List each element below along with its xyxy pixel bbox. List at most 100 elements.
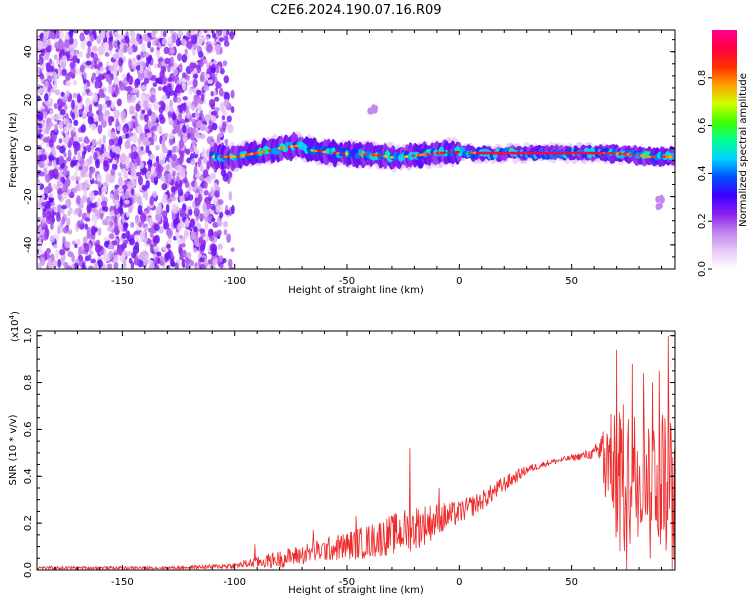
signal-peak	[439, 151, 444, 155]
noise-speckle	[48, 154, 55, 161]
noise-speckle	[134, 40, 139, 47]
noise-speckle	[196, 120, 203, 129]
noise-speckle	[184, 48, 188, 55]
noise-speckle	[37, 40, 44, 47]
noise-speckle	[150, 113, 157, 122]
noise-speckle	[189, 62, 195, 72]
noise-speckle	[45, 247, 52, 255]
noise-speckle	[222, 221, 229, 228]
noise-speckle	[95, 243, 101, 254]
figure-title: C2E6.2024.190.07.16.R09	[270, 3, 441, 18]
noise-speckle	[71, 240, 76, 245]
noise-speckle	[214, 190, 220, 198]
noise-speckle	[149, 91, 156, 97]
noise-speckle	[215, 68, 220, 74]
snr-panel: -150 -100 -50 0 50 0.0 0.2 0.4 0.6 0.8 1.0 Height…	[8, 311, 676, 596]
noise-speckle	[129, 105, 136, 115]
signal-peak	[618, 152, 622, 156]
noise-speckle	[228, 266, 235, 269]
noise-speckle	[72, 80, 78, 86]
noise-speckle	[175, 262, 179, 269]
noise-speckle	[105, 172, 110, 180]
noise-speckle	[161, 139, 165, 147]
noise-speckle	[178, 112, 183, 123]
noise-speckle	[43, 100, 50, 105]
noise-speckle	[47, 38, 51, 46]
noise-speckle	[119, 43, 124, 49]
noise-speckle	[193, 73, 199, 79]
noise-speckle	[151, 125, 157, 132]
noise-speckle	[181, 82, 187, 91]
signal-peak	[442, 151, 447, 154]
signal-peak	[609, 152, 613, 155]
noise-speckle	[155, 118, 159, 124]
noise-speckle	[150, 140, 155, 146]
signal-peak	[313, 149, 318, 153]
noise-speckle	[85, 60, 92, 66]
noise-speckle	[142, 33, 149, 42]
noise-speckle	[150, 47, 155, 53]
noise-speckle	[180, 208, 186, 218]
noise-speckle	[38, 161, 45, 169]
noise-speckle	[176, 83, 181, 91]
noise-speckle	[121, 153, 126, 161]
noise-speckle	[172, 113, 177, 121]
noise-speckle	[83, 138, 91, 144]
noise-speckle	[76, 58, 80, 64]
noise-speckle	[172, 146, 177, 153]
noise-speckle	[110, 210, 115, 217]
noise-speckle	[137, 55, 141, 61]
noise-speckle	[77, 152, 81, 163]
noise-speckle	[94, 208, 99, 217]
noise-speckle	[90, 123, 97, 131]
noise-speckle	[163, 132, 169, 138]
noise-speckle	[156, 264, 160, 269]
noise-speckle	[218, 255, 224, 263]
noise-speckle	[107, 225, 113, 232]
noise-speckle	[196, 223, 201, 230]
noise-speckle	[86, 226, 92, 235]
signal-peak	[644, 155, 648, 158]
signal-peak	[404, 155, 409, 158]
noise-speckle	[41, 218, 46, 223]
noise-speckle	[67, 141, 72, 149]
noise-speckle	[89, 166, 96, 174]
noise-speckle	[123, 258, 127, 268]
noise-speckle	[186, 79, 191, 86]
noise-speckle	[57, 98, 63, 107]
noise-speckle	[78, 246, 83, 256]
noise-speckle	[212, 122, 218, 131]
noise-speckle	[90, 203, 97, 208]
noise-speckle	[83, 161, 88, 167]
noise-speckle	[147, 71, 153, 79]
noise-speckle	[77, 103, 83, 110]
noise-speckle	[62, 55, 67, 63]
signal-peak	[229, 155, 234, 158]
y-tick-label: 0.6	[23, 421, 34, 437]
noise-speckle	[149, 122, 156, 127]
x-tick-label: -100	[223, 276, 246, 287]
signal-peak	[257, 151, 262, 154]
noise-speckle	[223, 91, 230, 101]
signal-peak	[602, 151, 606, 155]
noise-speckle	[43, 186, 49, 196]
signal-peak	[358, 153, 363, 156]
noise-speckle	[81, 90, 87, 97]
noise-speckle	[194, 236, 199, 247]
noise-speckle	[223, 98, 230, 108]
noise-speckle	[58, 51, 63, 59]
noise-speckle	[57, 188, 63, 195]
noise-speckle	[170, 186, 176, 193]
signal-peak	[310, 149, 315, 152]
noise-speckle	[100, 200, 108, 207]
noise-speckle	[155, 49, 161, 58]
noise-speckle	[71, 159, 78, 167]
noise-speckle	[102, 134, 106, 144]
noise-speckle	[87, 115, 94, 125]
signal-peak	[294, 144, 299, 148]
noise-speckle	[50, 88, 56, 93]
y-tick-label: 0	[23, 145, 34, 151]
signal-peak	[232, 155, 237, 158]
noise-speckle	[142, 141, 148, 146]
noise-speckle	[143, 70, 147, 78]
